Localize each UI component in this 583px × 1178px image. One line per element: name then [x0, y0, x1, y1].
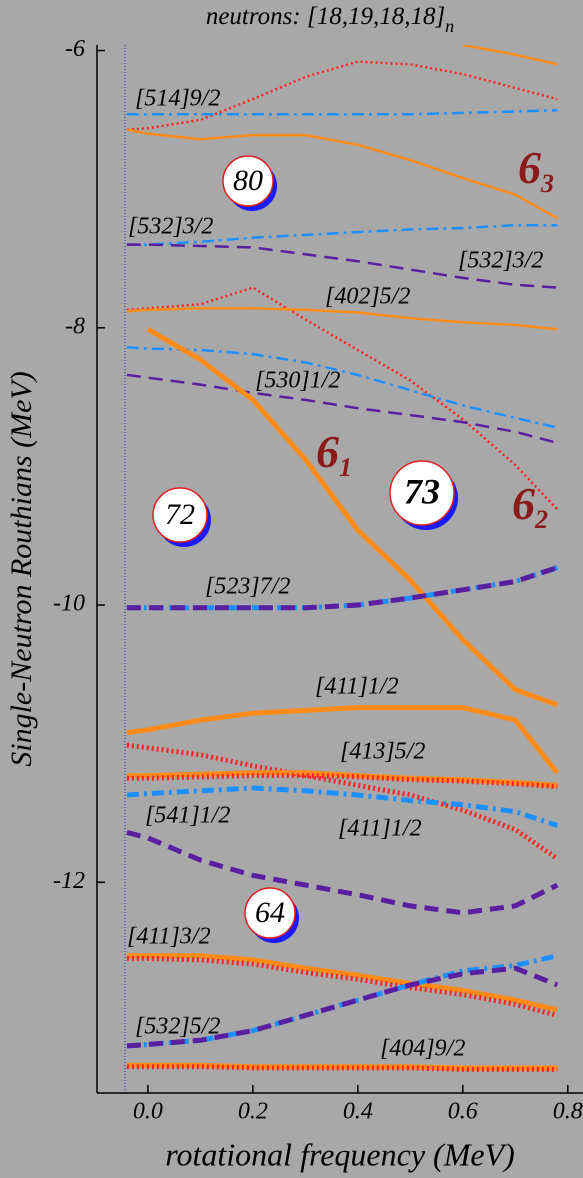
routhian-line: [126, 956, 558, 1018]
band-subscript: 3: [540, 169, 554, 198]
y-axis-label: Single-Neutron Routhians (MeV): [5, 371, 38, 766]
routhian-line: [126, 286, 559, 511]
y-tick-label: -8: [65, 313, 85, 339]
gap-circle: [222, 155, 274, 207]
routhian-line: [126, 829, 559, 916]
routhian-line: [462, 45, 558, 66]
chart-title: neutrons: [18,19,18,18]n: [206, 3, 454, 36]
routhian-line: [126, 953, 558, 1013]
band-subscript: 1: [339, 453, 352, 482]
x-tick-label: 0.8: [553, 1099, 583, 1125]
orbital-label: [532]5/2: [135, 1014, 220, 1040]
routhian-line: [126, 223, 558, 246]
orbital-label: [523]7/2: [205, 574, 290, 600]
gap-circle: [389, 460, 455, 526]
band-symbol: 6: [512, 478, 535, 529]
band-symbol: 6: [316, 426, 339, 477]
routhian-line: [126, 128, 558, 220]
routhian-line: [126, 307, 558, 331]
routhian-line: [126, 742, 559, 861]
band-subscript: 2: [534, 505, 548, 534]
gap-circle: [152, 487, 208, 543]
x-tick-label: 0.6: [448, 1099, 478, 1125]
annotations: [514]9/2 [532]3/2 [532]3/2 [402]5/2 [530]1/2…: [127, 86, 554, 1062]
routhian-line: [126, 60, 558, 131]
gap-label: 72: [165, 498, 195, 531]
plot-area: [126, 45, 560, 1072]
x-axis-label: rotational frequency (MeV): [165, 1136, 515, 1172]
band-label: 62: [512, 478, 548, 534]
orbital-label: [514]9/2: [135, 86, 220, 112]
y-tick-label: -10: [53, 591, 85, 617]
gap-label: 73: [404, 471, 440, 511]
band-symbol: 6: [518, 142, 541, 193]
gap-label: 64: [255, 896, 285, 929]
y-tick-label: -12: [53, 868, 85, 894]
routhian-line: [126, 565, 559, 611]
orbital-label: [532]3/2: [128, 214, 213, 240]
routhian-line: [126, 785, 559, 828]
gap-circle: [244, 887, 296, 939]
orbital-label: [411]3/2: [127, 924, 211, 950]
routhian-line: [146, 327, 559, 708]
routhian-line: [126, 1062, 558, 1071]
orbital-label: [532]3/2: [458, 248, 543, 274]
orbital-label: [541]1/2: [145, 803, 230, 829]
band-label: 63: [518, 142, 554, 198]
y-tick-label: -6: [65, 36, 85, 62]
band-label: 61: [316, 426, 352, 482]
orbital-label: [404]9/2: [380, 1036, 465, 1062]
routhian-line: [126, 243, 558, 289]
orbital-label: [411]1/2: [315, 674, 399, 700]
routhian-line: [126, 373, 558, 445]
orbital-label: [402]5/2: [325, 284, 410, 310]
x-tick-label: 0.2: [238, 1099, 268, 1125]
gap-label: 80: [233, 164, 263, 197]
x-tick-label: 0.4: [343, 1099, 373, 1125]
routhian-line: [126, 108, 558, 116]
orbital-label: [411]1/2: [338, 816, 422, 842]
routhian-line: [126, 965, 559, 1049]
routhian-line: [126, 705, 560, 775]
routhian-line: [126, 770, 558, 788]
routhian-line: [126, 345, 558, 429]
orbital-label: [413]5/2: [340, 739, 425, 765]
orbital-label: [530]1/2: [255, 368, 340, 394]
x-tick-label: 0.0: [133, 1099, 163, 1125]
